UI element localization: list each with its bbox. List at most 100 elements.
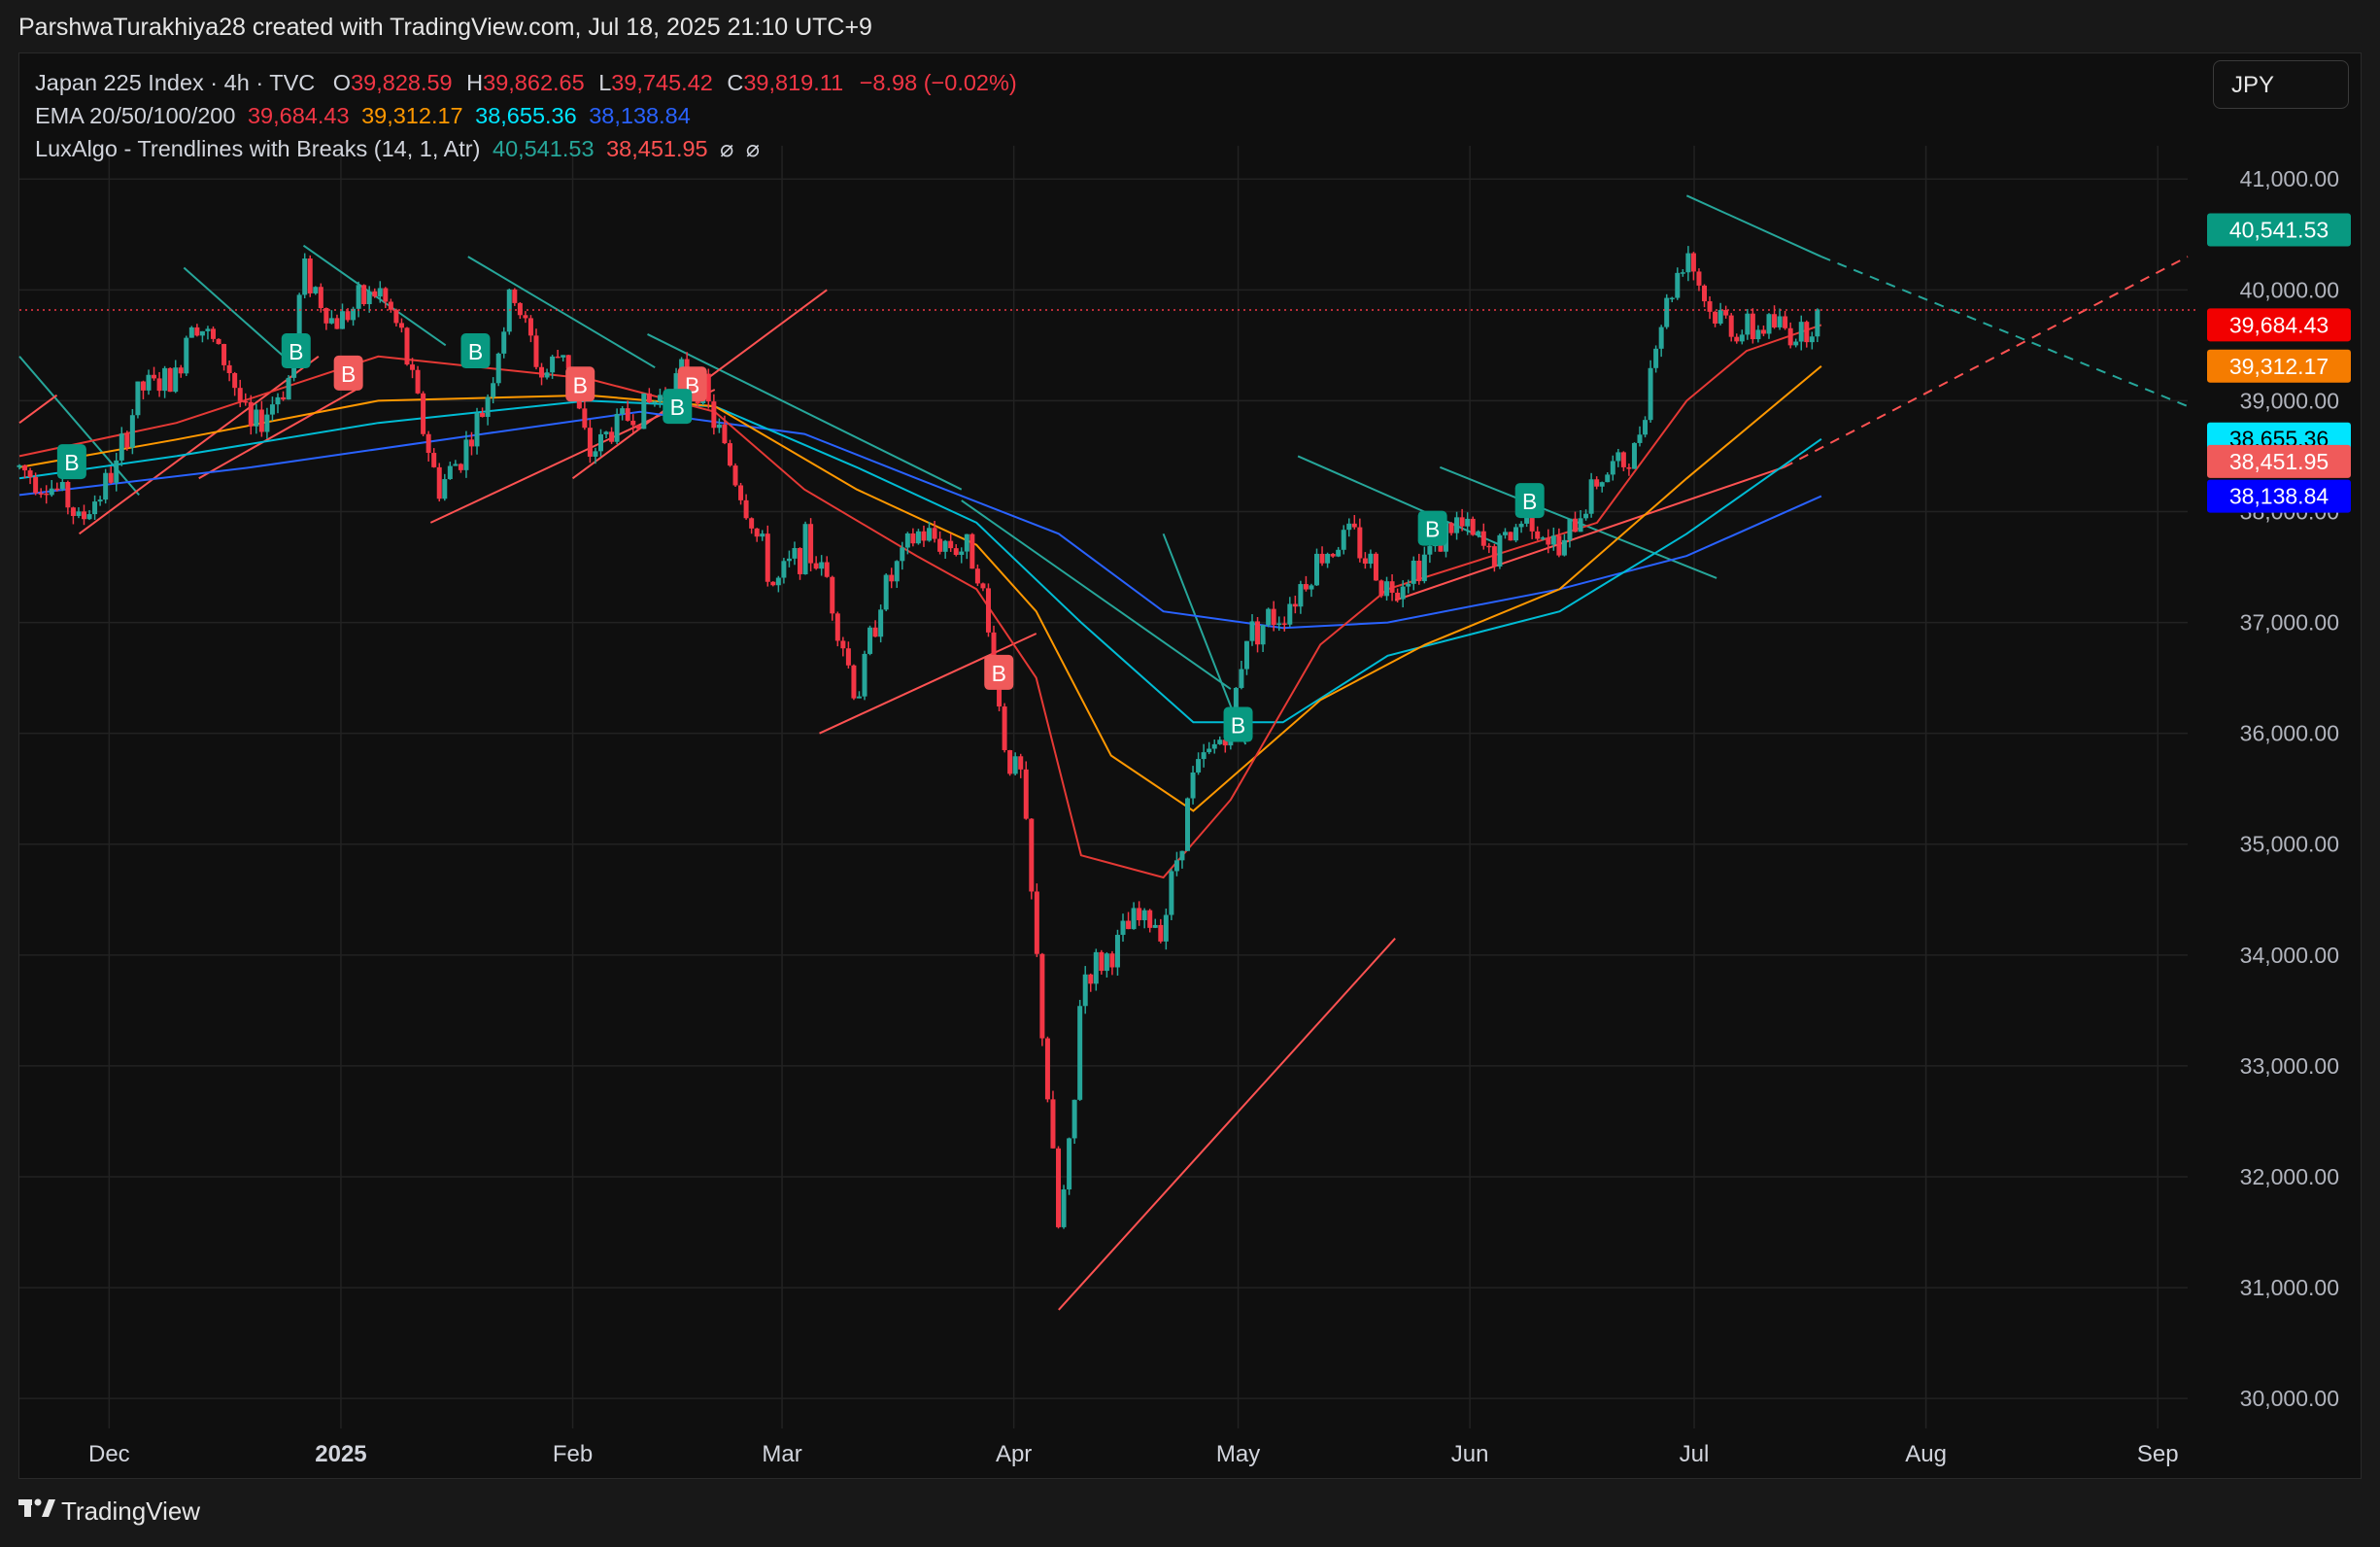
candle-body (533, 335, 539, 367)
candle-body (544, 372, 550, 378)
candle-body (1056, 1148, 1062, 1227)
candle-body (1470, 518, 1476, 535)
candle-body (135, 381, 141, 416)
candle-body (1777, 316, 1783, 327)
break-signal: B (460, 333, 491, 369)
candle-body (178, 367, 184, 374)
candle-body (463, 439, 469, 470)
price-label-box (2207, 444, 2351, 478)
candle-body (824, 562, 830, 577)
candle-body (27, 470, 33, 477)
candle-body (1012, 756, 1018, 774)
candle-body (1287, 603, 1293, 625)
candle-body (749, 518, 755, 529)
candle-body (436, 466, 442, 499)
price-tick-label: 33,000.00 (2240, 1053, 2339, 1079)
candle-body (1421, 554, 1427, 582)
candle-body (625, 408, 630, 421)
candle-body (302, 258, 308, 295)
signal-badge (1417, 510, 1447, 546)
candle-body (1211, 743, 1217, 749)
tradingview-logo[interactable]: TradingView (18, 1496, 200, 1527)
candle-body (1114, 935, 1120, 968)
candle-body (1351, 523, 1357, 528)
candle-body (1077, 1006, 1083, 1100)
candle-body (1276, 623, 1282, 626)
uptrend-projection (1783, 256, 2189, 468)
candle-body (845, 648, 851, 666)
candle-body (1465, 518, 1471, 527)
candle-body (210, 328, 216, 339)
candle-body (635, 425, 641, 430)
candle-body (1029, 818, 1035, 892)
signal-badge (984, 654, 1014, 690)
candle-body (458, 464, 463, 470)
candle-body (129, 415, 135, 448)
candle-body (356, 285, 361, 309)
candle-body (754, 528, 760, 537)
candle-body (226, 364, 232, 373)
candle-body (862, 653, 867, 697)
price-label: 39,312.17 (2207, 349, 2351, 383)
candles (17, 246, 1820, 1229)
candle-body (188, 327, 194, 338)
candle-body (1546, 537, 1551, 545)
candle-body (92, 501, 98, 515)
break-signal: B (333, 355, 363, 391)
candle-body (1044, 1038, 1050, 1100)
candle-body (819, 562, 825, 569)
candle-body (103, 472, 109, 500)
price-label-text: 39,312.17 (2229, 354, 2329, 379)
candle-body (1556, 535, 1562, 556)
candle-body (221, 344, 227, 365)
candle-body (830, 576, 835, 614)
candle-body (1357, 527, 1363, 559)
candle-body (840, 640, 846, 649)
legend-ema-row[interactable]: EMA 20/50/100/200 39,684.43 39,312.17 38… (35, 99, 1017, 132)
candle-body (1362, 558, 1368, 565)
downtrend-line (1685, 194, 1822, 258)
candle-body (1088, 974, 1094, 984)
candle-body (802, 524, 808, 574)
candle-body (1378, 580, 1384, 597)
candle-body (1615, 452, 1621, 462)
time-tick-label: Apr (996, 1441, 1032, 1467)
candle-body (442, 479, 448, 499)
ema100-line (18, 399, 1822, 724)
uptrend-line (18, 394, 58, 425)
candle-body (927, 528, 933, 541)
currency-selector[interactable]: JPY (2213, 60, 2349, 109)
candle-body (485, 396, 491, 418)
signal-label: B (992, 661, 1006, 686)
candle-body (1309, 585, 1314, 590)
candle-body (398, 323, 404, 328)
legend-symbol-row[interactable]: Japan 225 Index · 4h · TVC O39,828.59 H3… (35, 66, 1017, 99)
candle-body (1610, 461, 1615, 475)
candle-body (1067, 1138, 1072, 1190)
uptrend-line (198, 389, 357, 480)
lux-upper-value: 40,541.53 (493, 136, 595, 161)
candle-body (915, 531, 921, 544)
price-label-box (2207, 213, 2351, 247)
legend-luxalgo-row[interactable]: LuxAlgo - Trendlines with Breaks (14, 1,… (35, 132, 1017, 165)
candle-body (1185, 798, 1191, 851)
candle-body (1476, 531, 1481, 535)
candle-body (345, 311, 351, 321)
ema-label: EMA 20/50/100/200 (35, 103, 236, 128)
candle-body (152, 374, 157, 379)
candle-body (1535, 531, 1541, 539)
time-tick-label: Jul (1680, 1441, 1710, 1467)
candle-body (1567, 518, 1573, 540)
candle-body (921, 531, 927, 541)
candle-body (727, 443, 732, 466)
candle-body (792, 548, 798, 559)
ema20-value: 39,684.43 (247, 103, 350, 128)
price-tick-label: 39,000.00 (2240, 388, 2339, 413)
candle-body (550, 356, 556, 373)
candle-body (760, 533, 765, 537)
candle-body (1120, 920, 1126, 936)
candle-body (523, 315, 528, 319)
candle-body (1373, 553, 1378, 581)
candle-body (1104, 953, 1109, 972)
